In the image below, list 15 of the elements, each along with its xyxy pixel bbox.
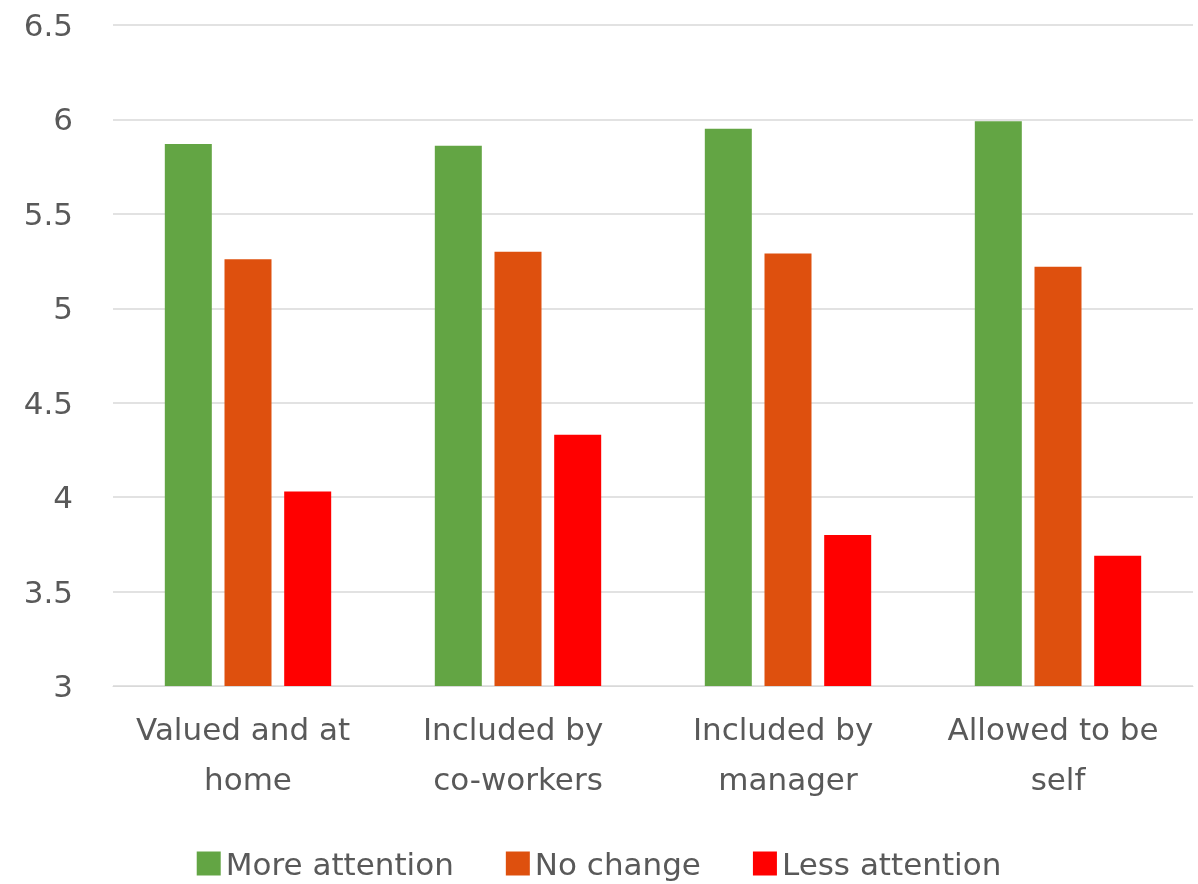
y-tick-label: 4 <box>53 479 73 516</box>
y-tick-label: 6 <box>53 101 73 138</box>
x-tick-label: Included by co-workers <box>422 711 614 797</box>
legend-label: No change <box>534 845 701 882</box>
legend-label: More attention <box>225 845 454 882</box>
x-tick-label: Included by manager <box>692 711 884 797</box>
y-tick-label: 6.5 <box>23 7 73 43</box>
y-tick-label: 5.5 <box>23 195 73 232</box>
legend-label: Less attention <box>781 845 1002 882</box>
x-tick-label: Valued and at home <box>136 711 360 797</box>
y-tick-label: 4.5 <box>23 384 73 421</box>
x-tick-label: Allowed to be self <box>947 711 1169 797</box>
y-tick-label: 3.5 <box>23 573 73 610</box>
y-tick-label: 5 <box>53 290 73 327</box>
y-tick-label: 3 <box>53 668 73 704</box>
